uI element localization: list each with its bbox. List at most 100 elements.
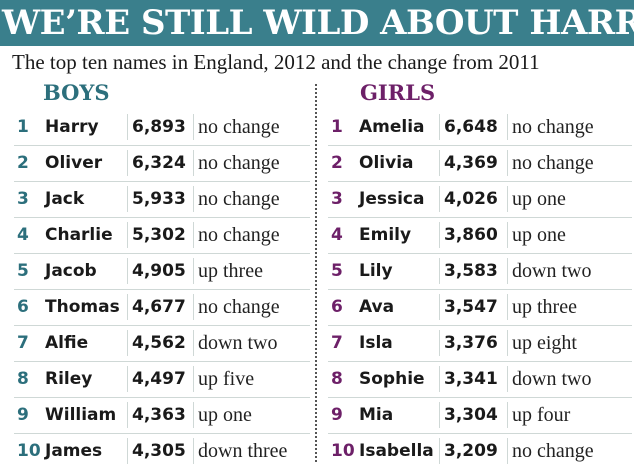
girls-row: 10 Isabella 3,209 no change — [328, 434, 632, 470]
rank: 8 — [17, 369, 29, 389]
boys-table: 1 Harry 6,893 no change 2 Oliver 6,324 no chan… — [14, 110, 310, 470]
name: Isla — [359, 333, 393, 353]
cell-separator — [507, 366, 508, 392]
cell-separator — [193, 150, 194, 176]
name: Jack — [45, 189, 85, 209]
cell-separator — [127, 258, 128, 284]
change: no change — [512, 152, 594, 174]
boys-row: 3 Jack 5,933 no change — [14, 182, 310, 218]
cell-separator — [439, 402, 440, 428]
headline: WE’RE STILL WILD ABOUT HARRY — [2, 3, 634, 43]
name: Ava — [359, 297, 395, 317]
change: up one — [198, 404, 252, 426]
change: up eight — [512, 332, 577, 354]
rank: 7 — [17, 333, 29, 353]
rank: 3 — [331, 189, 343, 209]
boys-row: 8 Riley 4,497 up five — [14, 362, 310, 398]
name: Sophie — [359, 369, 425, 389]
name: Mia — [359, 405, 394, 425]
rank: 10 — [331, 441, 355, 461]
headline-banner: WE’RE STILL WILD ABOUT HARRY — [0, 0, 634, 46]
count: 4,905 — [132, 261, 186, 281]
rank: 5 — [17, 261, 29, 281]
boys-row: 2 Oliver 6,324 no change — [14, 146, 310, 182]
cell-separator — [507, 330, 508, 356]
column-divider — [315, 84, 317, 462]
name: Emily — [359, 225, 412, 245]
count: 4,562 — [132, 333, 186, 353]
cell-separator — [127, 330, 128, 356]
count: 3,547 — [444, 297, 498, 317]
count: 4,363 — [132, 405, 186, 425]
girls-table: 1 Amelia 6,648 no change 2 Olivia 4,369 no cha… — [328, 110, 632, 470]
cell-separator — [127, 438, 128, 464]
name: Jacob — [45, 261, 97, 281]
rank: 4 — [331, 225, 343, 245]
rank: 10 — [17, 441, 41, 461]
cell-separator — [439, 366, 440, 392]
count: 6,648 — [444, 117, 498, 137]
rank: 1 — [17, 117, 29, 137]
change: no change — [198, 152, 280, 174]
cell-separator — [193, 330, 194, 356]
cell-separator — [439, 258, 440, 284]
cell-separator — [193, 258, 194, 284]
change: down three — [198, 440, 288, 462]
rank: 2 — [331, 153, 343, 173]
cell-separator — [439, 150, 440, 176]
cell-separator — [439, 222, 440, 248]
rank: 5 — [331, 261, 343, 281]
boys-row: 7 Alfie 4,562 down two — [14, 326, 310, 362]
girls-row: 1 Amelia 6,648 no change — [328, 110, 632, 146]
change: down two — [198, 332, 278, 354]
girls-row: 8 Sophie 3,341 down two — [328, 362, 632, 398]
rank: 8 — [331, 369, 343, 389]
name: Oliver — [45, 153, 103, 173]
name: Jessica — [359, 189, 425, 209]
count: 3,860 — [444, 225, 498, 245]
count: 4,677 — [132, 297, 186, 317]
rank: 9 — [17, 405, 29, 425]
cell-separator — [507, 438, 508, 464]
rank: 6 — [17, 297, 29, 317]
girls-row: 2 Olivia 4,369 no change — [328, 146, 632, 182]
name: Isabella — [359, 441, 434, 461]
girls-row: 4 Emily 3,860 up one — [328, 218, 632, 254]
change: up three — [512, 296, 577, 318]
name: Alfie — [45, 333, 89, 353]
name: Lily — [359, 261, 393, 281]
cell-separator — [507, 186, 508, 212]
count: 3,376 — [444, 333, 498, 353]
cell-separator — [439, 438, 440, 464]
boys-heading: BOYS — [43, 80, 110, 105]
cell-separator — [127, 222, 128, 248]
boys-row: 10 James 4,305 down three — [14, 434, 310, 470]
change: down two — [512, 260, 592, 282]
count: 4,497 — [132, 369, 186, 389]
cell-separator — [193, 222, 194, 248]
change: no change — [198, 116, 280, 138]
count: 4,305 — [132, 441, 186, 461]
cell-separator — [193, 186, 194, 212]
boys-row: 6 Thomas 4,677 no change — [14, 290, 310, 326]
cell-separator — [439, 186, 440, 212]
cell-separator — [439, 330, 440, 356]
change: up four — [512, 404, 571, 426]
cell-separator — [507, 294, 508, 320]
cell-separator — [127, 402, 128, 428]
name: William — [45, 405, 117, 425]
girls-heading: GIRLS — [360, 80, 436, 105]
name: Olivia — [359, 153, 414, 173]
count: 4,369 — [444, 153, 498, 173]
name: Riley — [45, 369, 93, 389]
boys-row: 5 Jacob 4,905 up three — [14, 254, 310, 290]
change: no change — [198, 188, 280, 210]
rank: 4 — [17, 225, 29, 245]
boys-row: 9 William 4,363 up one — [14, 398, 310, 434]
rank: 7 — [331, 333, 343, 353]
cell-separator — [127, 186, 128, 212]
count: 6,324 — [132, 153, 186, 173]
subtitle: The top ten names in England, 2012 and t… — [12, 50, 540, 74]
cell-separator — [193, 366, 194, 392]
cell-separator — [507, 258, 508, 284]
